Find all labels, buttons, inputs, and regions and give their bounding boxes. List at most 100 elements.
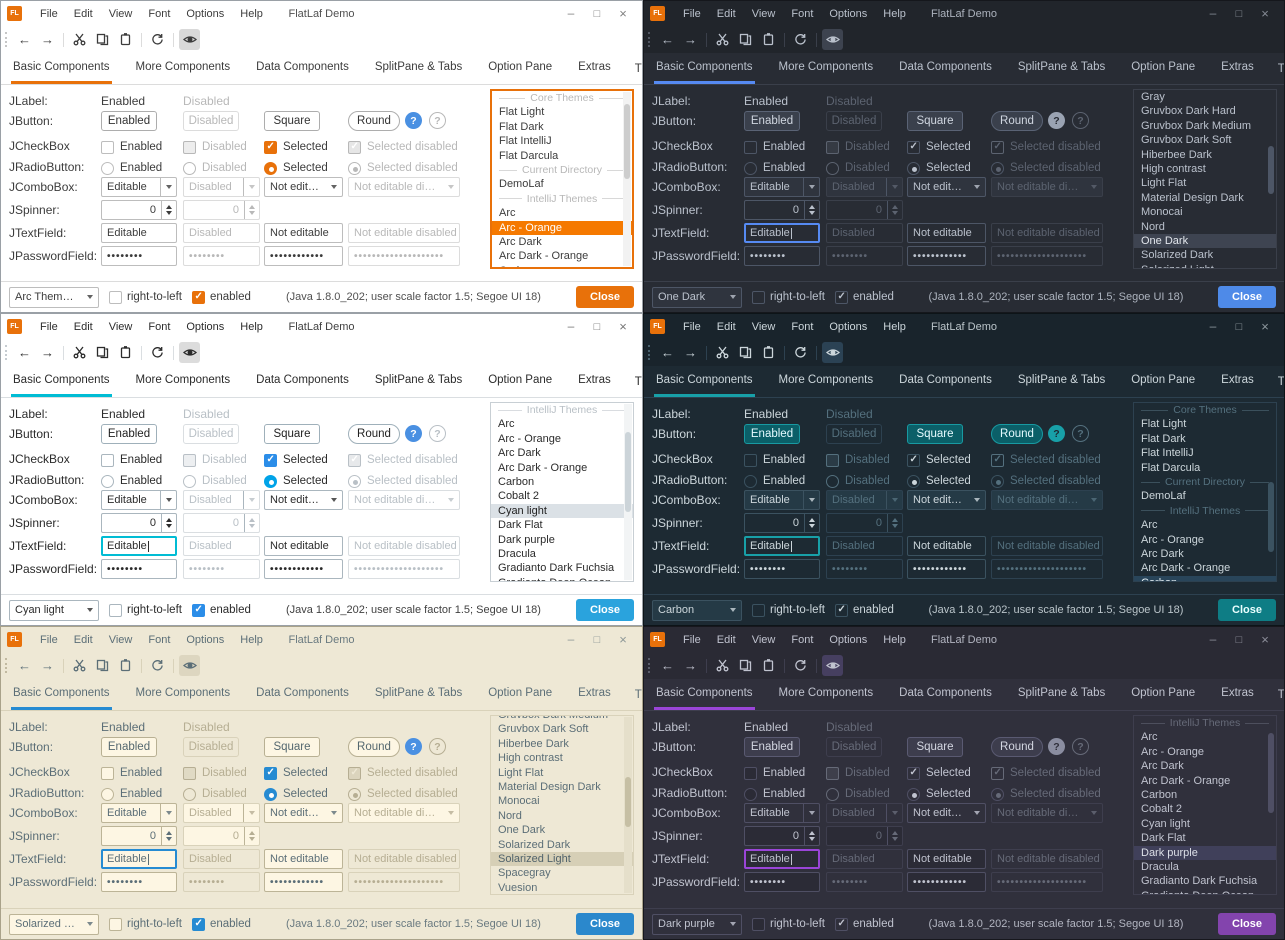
paste-icon[interactable] <box>115 29 136 50</box>
theme-list-item[interactable]: Hiberbee Dark <box>498 737 569 750</box>
square-button[interactable]: Square <box>264 737 320 757</box>
spinner-arrows[interactable] <box>804 514 819 532</box>
theme-list-item[interactable]: Arc Dark <box>499 235 542 248</box>
help-button[interactable]: ? <box>1048 112 1065 129</box>
inspect-eye-icon[interactable] <box>179 29 200 50</box>
spinner-enabled[interactable]: 0 <box>101 513 177 533</box>
tab-more-components[interactable]: More Components <box>135 61 231 73</box>
radio-icon[interactable] <box>744 474 757 488</box>
close-window-icon[interactable] <box>1252 632 1278 647</box>
radio-icon[interactable] <box>744 787 757 801</box>
radio-selected[interactable]: Selected <box>264 158 343 178</box>
square-button[interactable]: Square <box>907 111 963 131</box>
theme-list-item[interactable]: Gruvbox Dark Soft <box>1141 134 1232 147</box>
maximize-icon[interactable] <box>584 319 610 334</box>
minimize-icon[interactable] <box>1200 319 1226 334</box>
checkbox-selected[interactable]: Selected <box>907 763 986 783</box>
menu-edit[interactable]: Edit <box>716 320 736 333</box>
scrollbar-thumb[interactable] <box>1268 733 1274 813</box>
menu-file[interactable]: File <box>683 633 701 646</box>
checkbox-icon[interactable] <box>101 140 114 154</box>
round-button[interactable]: Round <box>991 111 1043 131</box>
enabled-button[interactable]: Enabled <box>744 737 800 757</box>
tab-extras[interactable]: Extras <box>578 374 611 386</box>
right-to-left-checkbox[interactable]: right-to-left <box>752 603 825 617</box>
cut-icon[interactable] <box>712 342 733 363</box>
radio-selected[interactable]: Selected <box>907 158 986 178</box>
spinner-enabled[interactable]: 0 <box>101 826 177 846</box>
tab-more-components[interactable]: More Components <box>135 374 231 386</box>
square-button[interactable]: Square <box>264 111 320 131</box>
theme-list-item[interactable]: High contrast <box>498 752 563 765</box>
theme-list-item[interactable]: Vuesion <box>498 881 538 894</box>
copy-icon[interactable] <box>735 29 756 50</box>
scrollbar-thumb[interactable] <box>625 432 631 512</box>
textfield-editable[interactable]: Editable <box>101 223 177 243</box>
theme-list-item[interactable]: Flat Light <box>1141 418 1187 431</box>
checkbox-icon[interactable] <box>109 603 122 617</box>
tab-data-components[interactable]: Data Components <box>899 61 992 73</box>
theme-list-item[interactable]: Material Design Dark <box>498 780 601 793</box>
menu-view[interactable]: View <box>751 633 776 646</box>
theme-list-item[interactable]: DemoLaf <box>1141 490 1186 503</box>
minimize-icon[interactable] <box>558 632 584 647</box>
textfield-not-editable[interactable]: Not editable <box>907 849 986 869</box>
chevron-down-icon[interactable] <box>160 491 176 509</box>
square-button[interactable]: Square <box>907 737 963 757</box>
radio-icon[interactable] <box>101 161 114 175</box>
menu-help[interactable]: Help <box>883 7 906 20</box>
theme-list-item[interactable]: Solarized Light <box>491 851 633 867</box>
theme-list-item[interactable]: Gruvbox Dark Hard <box>1141 105 1236 118</box>
radio-enabled[interactable]: Enabled <box>101 471 177 491</box>
tab-splitpane-tabs[interactable]: SplitPane & Tabs <box>374 61 463 73</box>
theme-list-item[interactable]: Carbon <box>1141 788 1178 801</box>
radio-selected[interactable]: Selected <box>907 784 986 804</box>
radio-icon[interactable] <box>101 474 114 488</box>
tab-option-pane[interactable]: Option Pane <box>488 61 553 73</box>
menu-edit[interactable]: Edit <box>716 7 736 20</box>
theme-list-item[interactable]: Gruvbox Dark Soft <box>498 723 589 736</box>
menu-options[interactable]: Options <box>829 7 868 20</box>
close-button[interactable]: Close <box>576 286 634 308</box>
round-button[interactable]: Round <box>991 424 1043 444</box>
theme-selector-combo[interactable]: One Dark <box>652 286 742 308</box>
combobox-editable[interactable]: Editable <box>101 803 177 823</box>
back-icon[interactable]: ← <box>661 32 674 47</box>
theme-list-item[interactable]: Arc - Orange <box>498 432 561 445</box>
round-button[interactable]: Round <box>991 737 1043 757</box>
theme-list[interactable]: Core Themes Flat Light Flat Dark Flat Intel… <box>1133 402 1277 582</box>
combobox-not-editable[interactable]: Not editable <box>907 803 986 823</box>
radio-selected-icon[interactable] <box>907 787 920 801</box>
theme-list-item[interactable]: Carbon <box>492 264 632 267</box>
scrollbar-thumb[interactable] <box>624 104 630 179</box>
help-button-secondary[interactable]: ? <box>429 112 446 129</box>
menu-file[interactable]: File <box>40 320 58 333</box>
menu-view[interactable]: View <box>108 7 133 20</box>
refresh-icon[interactable] <box>790 655 811 676</box>
theme-list-item[interactable]: Carbon <box>498 475 535 488</box>
theme-list-item[interactable]: Monocai <box>498 795 540 808</box>
spinner-arrows[interactable] <box>161 827 176 845</box>
checkbox-checked-icon[interactable] <box>191 917 205 931</box>
checkbox-icon[interactable] <box>752 917 765 931</box>
tab-more-components[interactable]: More Components <box>778 687 874 699</box>
theme-list-item[interactable]: Arc <box>1141 519 1158 532</box>
tab-option-pane[interactable]: Option Pane <box>1131 687 1196 699</box>
theme-list-item[interactable]: Arc - Orange <box>1141 533 1204 546</box>
copy-icon[interactable] <box>735 655 756 676</box>
theme-list-item[interactable]: Arc Dark - Orange <box>499 250 589 263</box>
back-icon[interactable]: ← <box>661 658 674 673</box>
combobox-not-editable[interactable]: Not editable <box>907 177 986 197</box>
passwordfield-editable[interactable]: •••••••• <box>744 872 820 892</box>
forward-icon[interactable]: → <box>41 32 54 47</box>
theme-list-item[interactable]: Nord <box>498 809 522 822</box>
combobox-not-editable[interactable]: Not editable <box>907 490 986 510</box>
round-button[interactable]: Round <box>348 424 400 444</box>
close-window-icon[interactable] <box>1252 319 1278 334</box>
radio-icon[interactable] <box>101 787 114 801</box>
enabled-button[interactable]: Enabled <box>101 424 157 444</box>
radio-enabled[interactable]: Enabled <box>101 784 177 804</box>
theme-list-item[interactable]: Gradianto Dark Fuchsia <box>1141 875 1258 888</box>
chevron-down-icon[interactable] <box>326 804 342 822</box>
tab-basic-components[interactable]: Basic Components <box>11 61 112 84</box>
